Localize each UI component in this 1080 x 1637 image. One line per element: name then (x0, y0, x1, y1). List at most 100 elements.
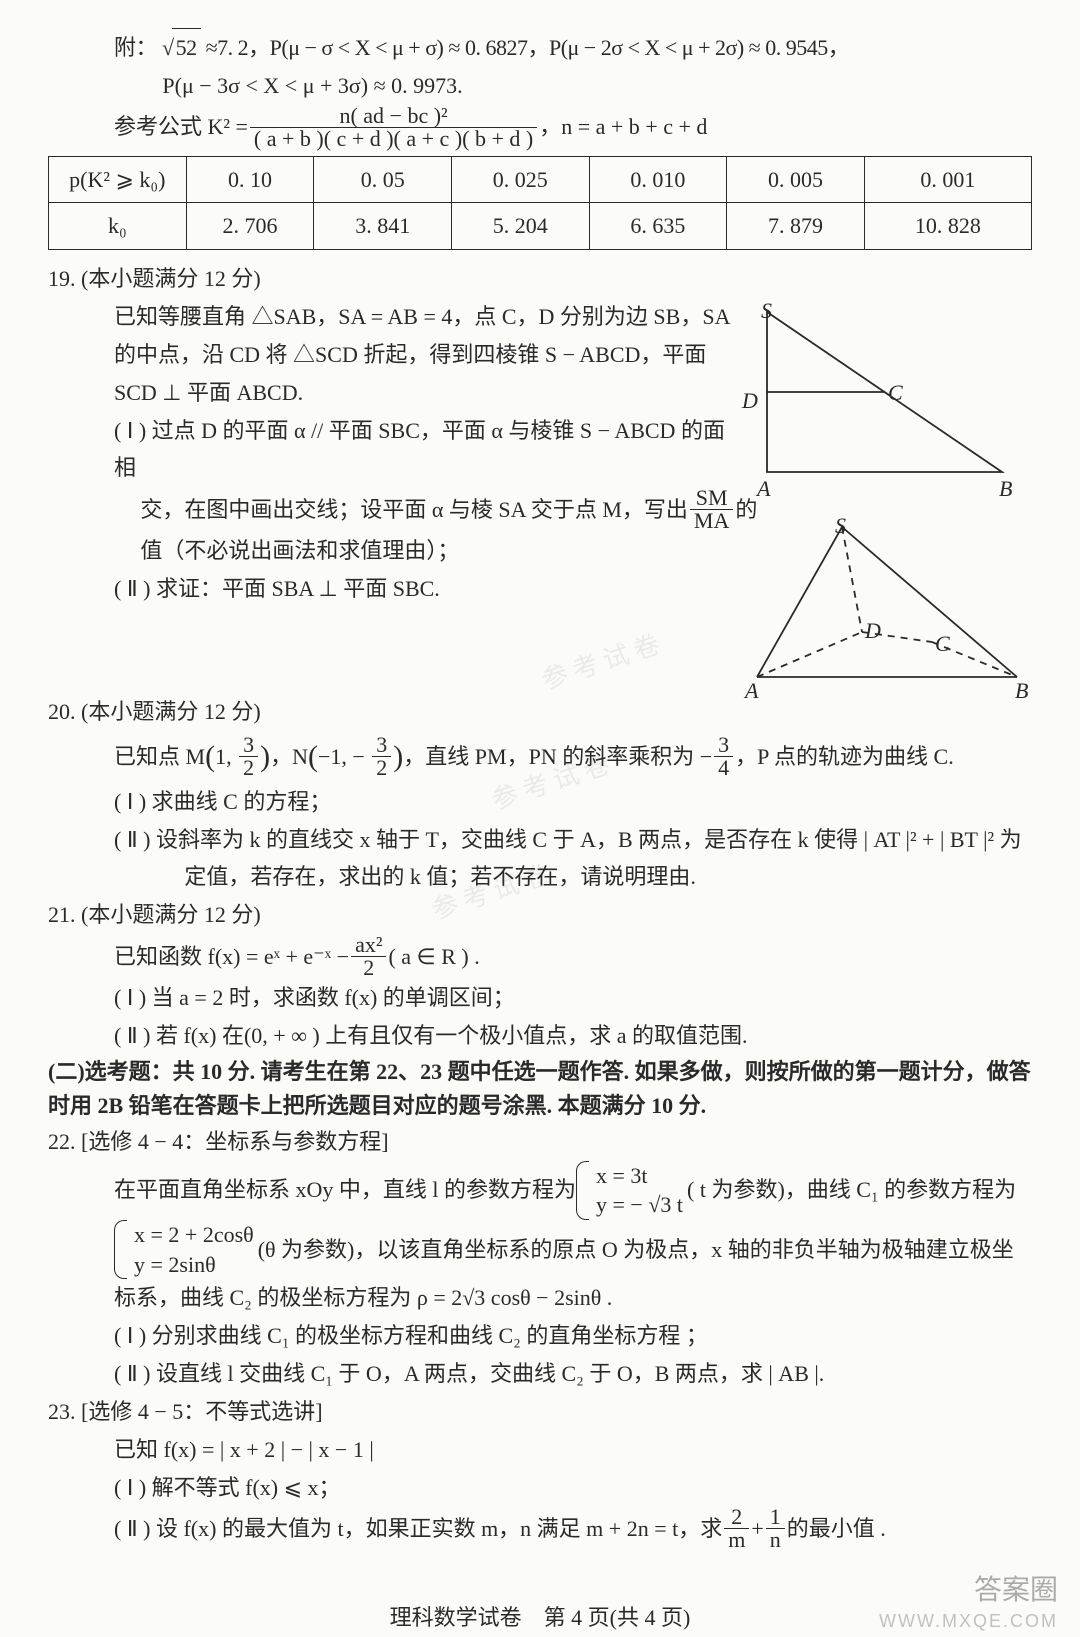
q23-head: 23. [选修 4 − 5：不等式选讲] (48, 1393, 1032, 1431)
q19-i-a: ( Ⅰ ) 过点 D 的平面 α // 平面 SBC，平面 α 与棱锥 S − … (48, 412, 794, 488)
den: m (724, 1529, 749, 1551)
q19-i-b-text: 交，在图中画出交线；设平面 α 与棱 SA 交于点 M，写出 (140, 491, 688, 529)
q23-i: ( Ⅰ ) 解不等式 f(x) ⩽ x； (48, 1469, 1032, 1507)
q20-l1: 已知点 M (1, 3 2 ) ，N ( −1, − 3 2 ) ，直线 PM，… (48, 731, 1032, 783)
q20-l1-a: 已知点 M (114, 738, 205, 776)
p1: x = 3t (592, 1161, 687, 1191)
param-l: x = 3t y = − √3 t (576, 1161, 687, 1220)
q21-ii: ( Ⅱ ) 若 f(x) 在(0, + ∞ ) 上有且仅有一个极小值点，求 a … (48, 1017, 1032, 1055)
q19-i-d: 值（不必说出画法和求值理由）； (48, 532, 780, 570)
q19-i-b: 交，在图中画出交线；设平面 α 与棱 SA 交于点 M，写出 SM MA 的 (48, 487, 780, 532)
q23-ii-a: ( Ⅱ ) 设 f(x) 的最大值为 t，如果正实数 m，n 满足 m + 2n… (114, 1510, 722, 1548)
cell: 5. 204 (452, 203, 590, 250)
q20-l1-c: ，直线 PM，PN 的斜率乘积为 − (403, 738, 712, 776)
p3: x = 2 + 2cosθ (130, 1220, 258, 1250)
q20-l1-d: ，P 点的轨迹为曲线 C. (735, 738, 954, 776)
q21-l1-b: ( a ∈ R ) . (388, 938, 479, 976)
intro-line-2: P(μ − 3σ < X < μ + 3σ) ≈ 0. 9973. (48, 67, 1032, 105)
q23-l1: 已知 f(x) = | x + 2 | − | x − 1 | (48, 1431, 1032, 1469)
frac-2m: 2 m (724, 1506, 749, 1551)
q21-i: ( Ⅰ ) 当 a = 2 时，求函数 f(x) 的单调区间； (48, 979, 1032, 1017)
num: 3 (239, 734, 258, 757)
sqrt-52: 52 (172, 28, 201, 67)
q19-head: 19. (本小题满分 12 分) (48, 260, 1032, 298)
p4: y = 2sinθ (130, 1250, 258, 1280)
q22-head: 22. [选修 4 − 4：坐标系与参数方程] (48, 1123, 1032, 1161)
frac-N: 3 2 (372, 734, 391, 779)
den: 4 (714, 757, 733, 779)
intro-line-1: 附： √52 ≈7. 2，P(μ − σ < X < μ + σ) ≈ 0. 6… (48, 28, 1032, 67)
cell: 2. 706 (186, 203, 314, 250)
intro-approx: ≈7. 2，P(μ − σ < X < μ + σ) ≈ 0. 6827，P(μ… (206, 35, 850, 60)
q22-l3: 标系，曲线 C₂ 的极坐标方程为 ρ = 2√3 cosθ − 2sinθ . (48, 1279, 1032, 1317)
label-B: B (999, 470, 1012, 508)
q19-p1: 已知等腰直角 △SAB，SA = AB = 4，点 C，D 分别为边 SB，SA… (48, 298, 794, 411)
q22-ii: ( Ⅱ ) 设直线 l 交曲线 C₁ 于 O，A 两点，交曲线 C₂ 于 O，B… (48, 1355, 1032, 1393)
q22-l2: x = 2 + 2cosθ y = 2sinθ (θ 为参数)，以该直角坐标系的… (48, 1220, 1032, 1279)
cell: k₀ (49, 203, 187, 250)
cell: 0. 001 (864, 156, 1031, 203)
q22-l1-a: 在平面直角坐标系 xOy 中，直线 l 的参数方程为 (114, 1171, 576, 1209)
plus: + (751, 1510, 763, 1548)
section-2: (二)选考题：共 10 分. 请考生在第 22、23 题中任选一题作答. 如果多… (48, 1055, 1032, 1123)
p2: y = − √3 t (592, 1190, 687, 1220)
cell: 7. 879 (727, 203, 865, 250)
cell: p(K² ⩾ k₀) (49, 156, 187, 203)
sm: SM (690, 487, 733, 510)
label-D: D (742, 382, 758, 420)
q19-figure-2: S A B D C (737, 517, 1032, 687)
q21-l1-a: 已知函数 f(x) = eˣ + e⁻ˣ − (114, 938, 349, 976)
cell: 0. 10 (186, 156, 314, 203)
param-c1: x = 2 + 2cosθ y = 2sinθ (114, 1220, 258, 1279)
intro-prefix: 附： (114, 35, 157, 60)
cell: 0. 005 (727, 156, 865, 203)
q20-ii-text: ( Ⅱ ) 设斜率为 k 的直线交 x 轴于 T，交曲线 C 于 A，B 两点，… (114, 827, 1022, 890)
label-C: C (888, 374, 903, 412)
q19-figure-1: S D C A B (737, 302, 1032, 482)
sm-ma: SM MA (690, 487, 733, 532)
q22-l1: 在平面直角坐标系 xOy 中，直线 l 的参数方程为 x = 3t y = − … (48, 1161, 1032, 1220)
label-B2: B (1015, 672, 1028, 710)
num: 1 (766, 1506, 785, 1529)
table-row: p(K² ⩾ k₀) 0. 10 0. 05 0. 025 0. 010 0. … (49, 156, 1032, 203)
den: 2 (372, 757, 391, 779)
k2-num: n( ad − bc )² (250, 105, 537, 128)
cell: 0. 010 (589, 156, 727, 203)
num: 3 (714, 734, 733, 757)
ma: MA (690, 510, 733, 532)
q21-head: 21. (本小题满分 12 分) (48, 896, 1032, 934)
den: 2 (351, 957, 386, 979)
page: 附： √52 ≈7. 2，P(μ − σ < X < μ + σ) ≈ 0. 6… (0, 0, 1080, 1637)
q20-i: ( Ⅰ ) 求曲线 C 的方程； (48, 783, 1032, 821)
cell: 10. 828 (864, 203, 1031, 250)
q23-ii: ( Ⅱ ) 设 f(x) 的最大值为 t，如果正实数 m，n 满足 m + 2n… (48, 1506, 1032, 1551)
num: ax² (351, 934, 386, 957)
q19-ii: ( Ⅱ ) 求证：平面 SBA ⊥ 平面 SBC. (48, 570, 754, 608)
q22-i: ( Ⅰ ) 分别求曲线 C₁ 的极坐标方程和曲线 C₂ 的直角坐标方程 ； (48, 1317, 1032, 1355)
formula-label: 参考公式 K² = (114, 108, 248, 146)
label-D2: D (865, 612, 881, 650)
num: 2 (724, 1506, 749, 1529)
label-S: S (761, 292, 772, 330)
intro-formula: 参考公式 K² = n( ad − bc )² ( a + b )( c + d… (48, 105, 1032, 150)
q20-head: 20. (本小题满分 12 分) (48, 693, 1032, 731)
frac-1n: 1 n (766, 1506, 785, 1551)
q21-l1: 已知函数 f(x) = eˣ + e⁻ˣ − ax² 2 ( a ∈ R ) . (48, 934, 1032, 979)
cell: 3. 841 (314, 203, 452, 250)
label-S2: S (835, 507, 846, 545)
corner-url: WWW.MXQE.COM (879, 1606, 1058, 1637)
frac-M: 3 2 (239, 734, 258, 779)
frac-ax2: ax² 2 (351, 934, 386, 979)
cell: 0. 025 (452, 156, 590, 203)
q20-l1-b: ，N (270, 738, 308, 776)
frac-k: 3 4 (714, 734, 733, 779)
pyramid-icon (737, 517, 1032, 687)
q19-body: S D C A B 已知等腰直角 △SAB，SA = AB = 4，点 C，D … (48, 298, 1032, 687)
k2-fraction: n( ad − bc )² ( a + b )( c + d )( a + c … (250, 105, 537, 150)
cell: 6. 635 (589, 203, 727, 250)
q22-l1-b: ( t 为参数)，曲线 C₁ 的参数方程为 (687, 1171, 1016, 1209)
q22-l2-a: (θ 为参数)，以该直角坐标系的原点 O 为极点，x 轴的非负半轴为极轴建立极坐 (258, 1231, 1014, 1269)
formula-tail: ，n = a + b + c + d (539, 108, 707, 146)
label-A2: A (745, 672, 758, 710)
cell: 0. 05 (314, 156, 452, 203)
